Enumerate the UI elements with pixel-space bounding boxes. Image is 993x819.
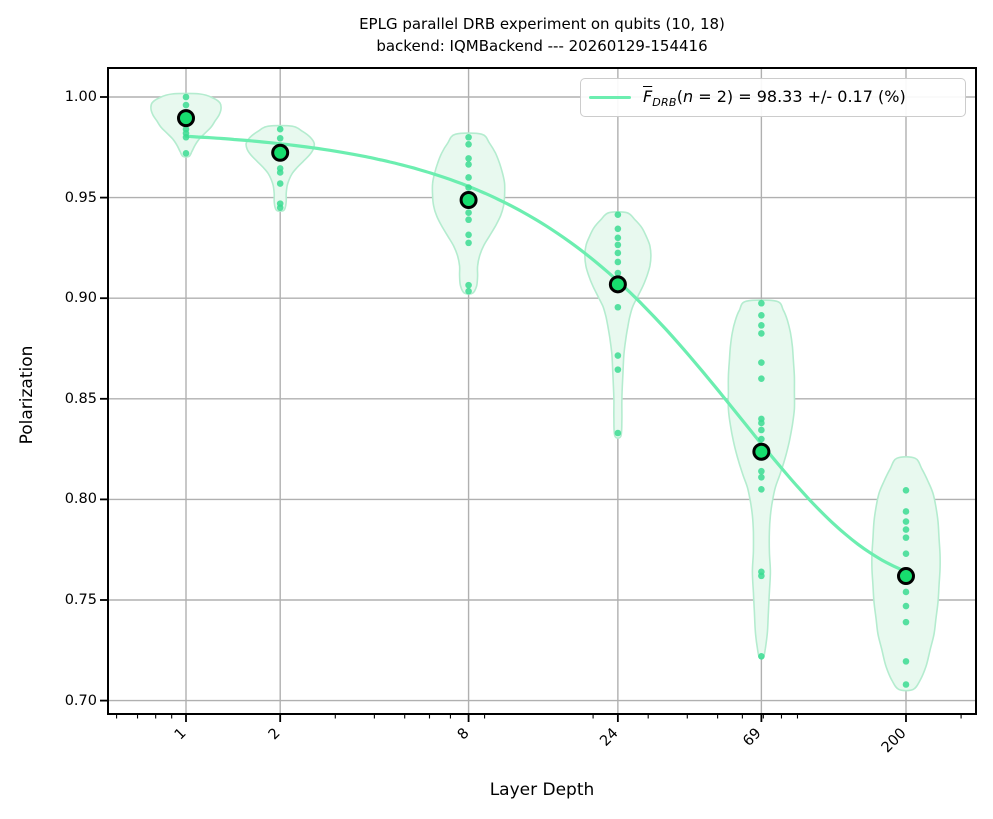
y-tick-label-0.70: 0.70	[64, 692, 97, 709]
y-tick-label-0.75: 0.75	[64, 592, 97, 608]
data-point	[614, 234, 622, 242]
data-point	[465, 161, 472, 168]
data-point	[902, 550, 910, 558]
legend-f-subscript: DRB	[652, 95, 677, 109]
legend: FDRB(n = 2) = 98.33 +/- 0.17 (%)	[580, 78, 966, 117]
data-point	[465, 239, 472, 247]
data-point	[465, 209, 472, 216]
gridlines	[108, 68, 976, 714]
data-point	[902, 487, 910, 494]
data-point	[614, 225, 622, 233]
data-point	[758, 375, 765, 382]
legend-label: FDRB(n = 2) = 98.33 +/- 0.17 (%)	[643, 87, 906, 109]
data-point	[614, 303, 622, 311]
data-point	[902, 618, 910, 626]
data-point	[902, 658, 910, 665]
data-point	[758, 322, 765, 329]
data-point	[276, 169, 284, 176]
data-point	[465, 216, 472, 224]
data-point	[758, 653, 765, 660]
data-point	[758, 359, 765, 366]
data-point	[276, 125, 284, 133]
data-point	[758, 572, 765, 580]
data-point	[465, 140, 472, 148]
mean-marker	[608, 275, 627, 294]
chart-title-line-2: backend: IQMBackend --- 20260129-154416	[376, 37, 708, 55]
data-point	[758, 426, 765, 434]
data-point	[758, 435, 765, 443]
data-point	[902, 526, 910, 533]
data-point	[614, 211, 622, 219]
legend-f-symbol: F	[643, 86, 653, 106]
data-point	[614, 366, 622, 373]
y-tick-label-0.95: 0.95	[64, 189, 97, 206]
x-axis-label: Layer Depth	[489, 780, 595, 800]
data-point	[902, 588, 910, 596]
mean-markers	[177, 109, 915, 586]
data-point	[276, 204, 284, 211]
data-point	[182, 150, 190, 157]
data-point	[902, 602, 910, 610]
mean-marker	[177, 109, 195, 128]
axis-ticks	[100, 96, 962, 722]
data-point	[614, 249, 622, 257]
scatter-points	[182, 93, 910, 688]
data-point	[182, 101, 190, 109]
data-point	[276, 134, 284, 142]
data-point	[614, 258, 622, 266]
data-point	[902, 508, 910, 515]
y-tick-label-0.85: 0.85	[64, 390, 97, 407]
data-point	[465, 184, 472, 191]
data-point	[465, 174, 472, 181]
data-point	[465, 231, 472, 239]
data-point	[902, 534, 910, 541]
chart-title-line-1: EPLG parallel DRB experiment on qubits (…	[359, 15, 725, 33]
legend-n-symbol: n	[683, 86, 694, 106]
data-point	[758, 330, 765, 337]
data-point	[182, 93, 190, 101]
mean-marker	[459, 191, 478, 210]
data-point	[465, 287, 472, 295]
data-point	[614, 429, 622, 437]
data-point	[758, 312, 765, 319]
data-point	[182, 133, 190, 141]
violin-bodies	[150, 92, 941, 692]
mean-marker	[271, 143, 290, 162]
data-point	[614, 352, 622, 359]
data-point	[614, 241, 622, 249]
data-point	[902, 518, 910, 525]
data-point	[758, 299, 765, 307]
data-point	[276, 180, 284, 187]
fit-curve-line	[184, 134, 908, 574]
plot-border	[107, 67, 977, 715]
data-point	[902, 681, 910, 688]
data-point	[465, 155, 472, 162]
mean-marker	[752, 442, 771, 461]
legend-value-text: = 2) = 98.33 +/- 0.17 (%)	[693, 86, 906, 106]
data-point	[758, 467, 765, 475]
mean-marker	[896, 567, 915, 586]
data-point	[465, 133, 472, 141]
data-point	[614, 269, 622, 277]
y-tick-label-0.80: 0.80	[64, 491, 97, 508]
fit-curve	[184, 134, 908, 574]
data-point	[758, 473, 765, 481]
y-tick-label-1.00: 1.00	[64, 89, 97, 105]
legend-line-swatch	[589, 95, 631, 100]
data-point	[758, 419, 765, 427]
y-tick-label-0.90: 0.90	[64, 290, 97, 307]
data-point	[465, 281, 472, 289]
chart-title: EPLG parallel DRB experiment on qubits (…	[108, 13, 976, 57]
data-point	[758, 486, 765, 493]
legend-open-paren: (	[676, 86, 684, 106]
